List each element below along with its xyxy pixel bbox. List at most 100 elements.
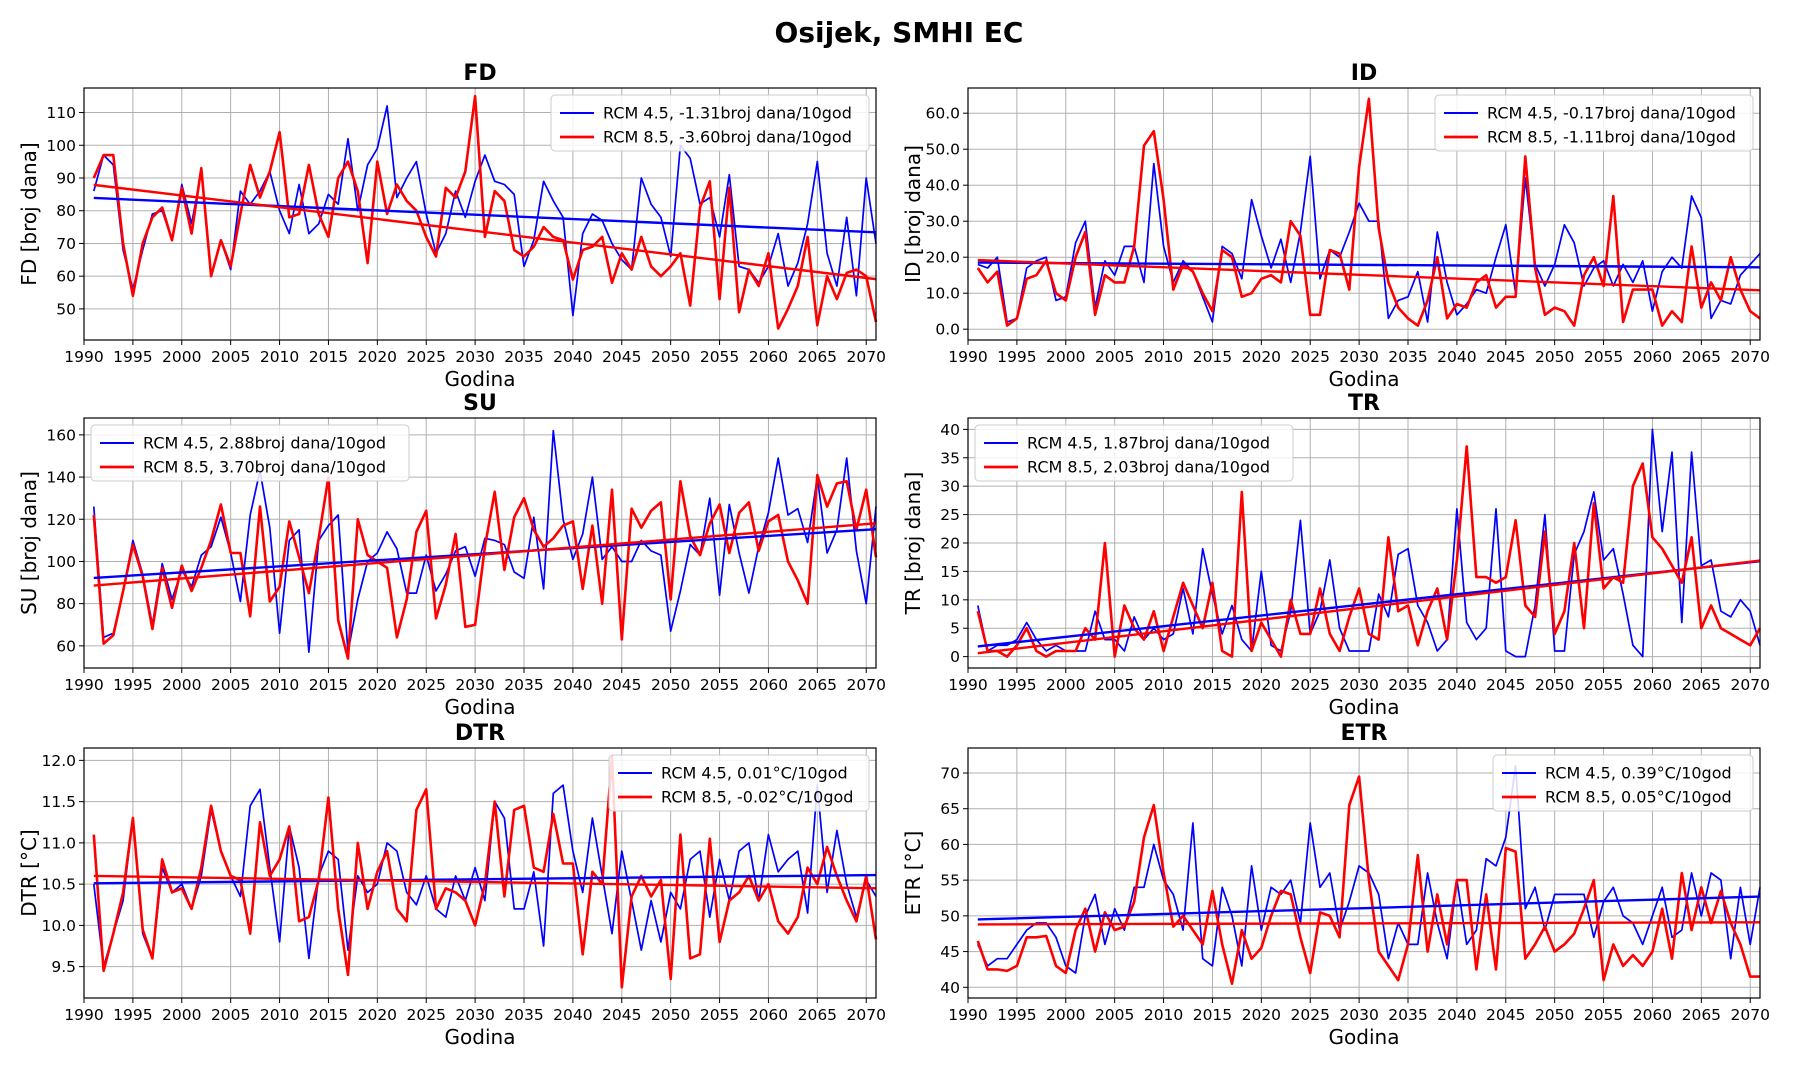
y-tick-label: 160 (46, 426, 76, 444)
x-tick-label: 2060 (1633, 676, 1672, 694)
y-tick-label: 50.0 (925, 141, 960, 159)
x-tick-label: 2055 (1584, 1006, 1623, 1024)
y-tick-label: 140 (46, 469, 76, 487)
series-line-rcm85 (976, 445, 1762, 658)
x-tick-label: 2015 (309, 676, 348, 694)
x-tick-label: 2000 (1046, 348, 1085, 366)
x-tick-label: 2035 (504, 1006, 543, 1024)
y-tick-label: 20 (940, 535, 960, 553)
series-line-rcm85 (92, 754, 878, 989)
y-tick-label: 40 (940, 421, 960, 439)
y-tick-label: 50 (940, 907, 960, 925)
x-tick-label: 2025 (1290, 1006, 1329, 1024)
legend-label-rcm85: RCM 8.5, 2.03broj dana/10god (1027, 458, 1270, 477)
legend-label-rcm85: RCM 8.5, 0.05°C/10god (1545, 788, 1732, 807)
x-tick-label: 2015 (1193, 676, 1232, 694)
x-tick-label: 2005 (1095, 676, 1134, 694)
x-tick-label: 2065 (798, 676, 837, 694)
x-tick-label: 1990 (64, 1006, 103, 1024)
legend-label-rcm45: RCM 4.5, -0.17broj dana/10god (1487, 104, 1736, 123)
x-tick-label: 2010 (1144, 348, 1183, 366)
x-tick-label: 2035 (1388, 1006, 1427, 1024)
chart-panel-su: 1990 1995 2000 2005 2010 2015 2020 2025 2030 2035… (17, 391, 886, 719)
y-tick-label: 20.0 (925, 249, 960, 267)
y-tick-label: 110 (46, 104, 76, 122)
x-tick-label: 2065 (1682, 676, 1721, 694)
chart-panel-etr: 1990 1995 2000 2005 2010 2015 2020 2025 2030 2035… (901, 721, 1770, 1049)
x-tick-label: 1995 (997, 1006, 1036, 1024)
y-tick-label: 0 (950, 648, 960, 666)
x-tick-label: 2060 (1633, 348, 1672, 366)
y-tick-label: 120 (46, 511, 76, 529)
legend-label-rcm45: RCM 4.5, -1.31broj dana/10god (603, 104, 852, 123)
x-tick-label: 1995 (113, 1006, 152, 1024)
x-axis-label: Godina (1329, 695, 1400, 719)
y-tick-label: 10.5 (41, 876, 76, 894)
chart-panel-dtr: 1990 1995 2000 2005 2010 2015 2020 2025 2030 2035… (17, 721, 886, 1049)
x-tick-label: 2070 (1730, 348, 1769, 366)
x-tick-label: 2025 (1290, 676, 1329, 694)
panel-title: ETR (1341, 721, 1388, 746)
x-tick-label: 2050 (651, 1006, 690, 1024)
legend: RCM 4.5, 2.88broj dana/10god RCM 8.5, 3.7… (90, 424, 410, 482)
x-tick-label: 2060 (1633, 1006, 1672, 1024)
x-tick-label: 2070 (846, 348, 885, 366)
axes-frame (967, 87, 1761, 341)
trend-line-rcm85 (93, 183, 877, 281)
x-tick-label: 2030 (1339, 1006, 1378, 1024)
legend-label-rcm85: RCM 8.5, -0.02°C/10god (661, 788, 853, 807)
x-tick-label: 2040 (1437, 1006, 1476, 1024)
x-tick-label: 2060 (749, 348, 788, 366)
y-tick-label: 60 (940, 836, 960, 854)
y-tick-label: 35 (940, 449, 960, 467)
series-line-rcm85 (92, 94, 878, 330)
axes-frame (83, 87, 877, 341)
x-tick-label: 2005 (211, 348, 250, 366)
legend-label-rcm85: RCM 8.5, -3.60broj dana/10god (603, 128, 852, 147)
legend-label-rcm45: RCM 4.5, 0.39°C/10god (1545, 764, 1732, 783)
y-tick-label: 70 (56, 235, 76, 253)
y-axis-label: SU [broj dana] (17, 471, 41, 615)
x-tick-label: 2000 (162, 676, 201, 694)
x-tick-label: 2020 (1242, 348, 1281, 366)
y-tick-label: 10 (940, 591, 960, 609)
y-tick-label: 65 (940, 800, 960, 818)
x-axis-label: Godina (1329, 1025, 1400, 1049)
x-tick-label: 1995 (997, 676, 1036, 694)
x-tick-label: 1990 (948, 676, 987, 694)
x-tick-label: 2030 (455, 676, 494, 694)
x-tick-label: 2045 (1486, 676, 1525, 694)
grid (83, 748, 876, 998)
x-tick-label: 2055 (700, 348, 739, 366)
y-tick-label: 60 (56, 637, 76, 655)
x-tick-label: 1995 (113, 348, 152, 366)
series-line-rcm85 (92, 473, 878, 660)
y-axis-label: TR [broj dana] (901, 472, 925, 616)
x-tick-label: 2020 (1242, 1006, 1281, 1024)
y-tick-label: 0.0 (935, 321, 960, 339)
y-tick-label: 90 (56, 170, 76, 188)
x-tick-label: 2050 (1535, 676, 1574, 694)
x-tick-label: 2025 (1290, 348, 1329, 366)
figure-title: Osijek, SMHI EC (775, 16, 1024, 49)
x-tick-label: 2040 (553, 676, 592, 694)
y-tick-label: 10.0 (41, 917, 76, 935)
x-tick-label: 1995 (997, 348, 1036, 366)
x-tick-label: 2055 (1584, 348, 1623, 366)
x-axis-label: Godina (1329, 367, 1400, 391)
x-axis-label: Godina (445, 367, 516, 391)
trend-line-rcm45 (93, 873, 877, 885)
legend-label-rcm85: RCM 8.5, -1.11broj dana/10god (1487, 128, 1736, 147)
x-tick-label: 2050 (1535, 348, 1574, 366)
x-tick-label: 1995 (113, 676, 152, 694)
y-tick-label: 11.5 (41, 793, 76, 811)
panel-title: DTR (455, 721, 505, 746)
x-tick-label: 2015 (309, 1006, 348, 1024)
y-tick-label: 80 (56, 595, 76, 613)
trend-line-rcm85 (93, 874, 877, 890)
y-tick-label: 12.0 (41, 752, 76, 770)
x-tick-label: 2055 (1584, 676, 1623, 694)
x-tick-label: 2015 (1193, 348, 1232, 366)
y-tick-label: 100 (46, 553, 76, 571)
x-tick-label: 2050 (651, 348, 690, 366)
